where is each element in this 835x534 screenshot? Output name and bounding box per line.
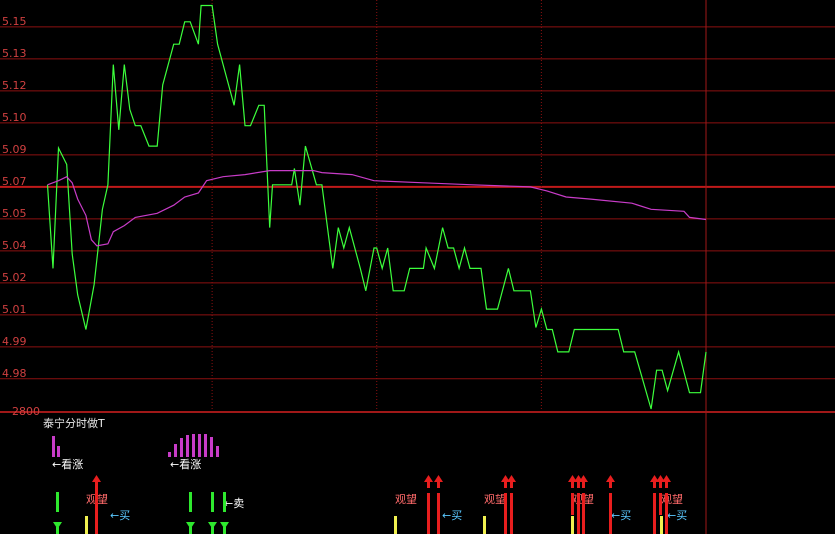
- price-line: [47, 170, 707, 247]
- y-tick-label: 5.12: [2, 79, 27, 92]
- signal-label: 观望: [661, 493, 683, 506]
- panel-title: 泰宁分时做T: [43, 416, 105, 430]
- y-tick-label: 5.07: [2, 175, 27, 188]
- y-tick-label: 5.02: [2, 271, 27, 284]
- signal-label: ←买: [611, 509, 631, 522]
- y-tick-label: 5.15: [2, 15, 27, 28]
- signal-label: ←看涨: [170, 457, 201, 471]
- magenta-bars: [52, 434, 219, 457]
- y-tick-label: 5.04: [2, 239, 27, 252]
- indicator-panel: 泰宁分时做T ←看涨 ←看涨 观望 观望 观望 观望 观望 ←卖 ←买 ←买 ←…: [0, 411, 835, 534]
- y-tick-label: 4.98: [2, 367, 27, 380]
- buy-markers: [92, 475, 671, 534]
- signal-label: ←买: [442, 509, 462, 522]
- price-line: [46, 4, 707, 410]
- signal-label: ←卖: [224, 497, 244, 510]
- y-tick-label: 5.01: [2, 303, 27, 316]
- y-tick-label: 5.05: [2, 207, 27, 220]
- y-tick-label: 4.99: [2, 335, 27, 348]
- y-tick-label: 5.09: [2, 143, 27, 156]
- y-tick-label: 5.13: [2, 47, 27, 60]
- signal-label: ←买: [667, 509, 687, 522]
- watch-markers: [85, 516, 663, 534]
- signal-label: ←看涨: [52, 457, 83, 471]
- volume-label: 2800: [12, 405, 40, 418]
- signal-label: ←买: [110, 509, 130, 522]
- signal-label: 观望: [395, 493, 417, 506]
- signal-label: 观望: [484, 493, 506, 506]
- sell-markers: [53, 492, 229, 534]
- y-tick-label: 5.10: [2, 111, 27, 124]
